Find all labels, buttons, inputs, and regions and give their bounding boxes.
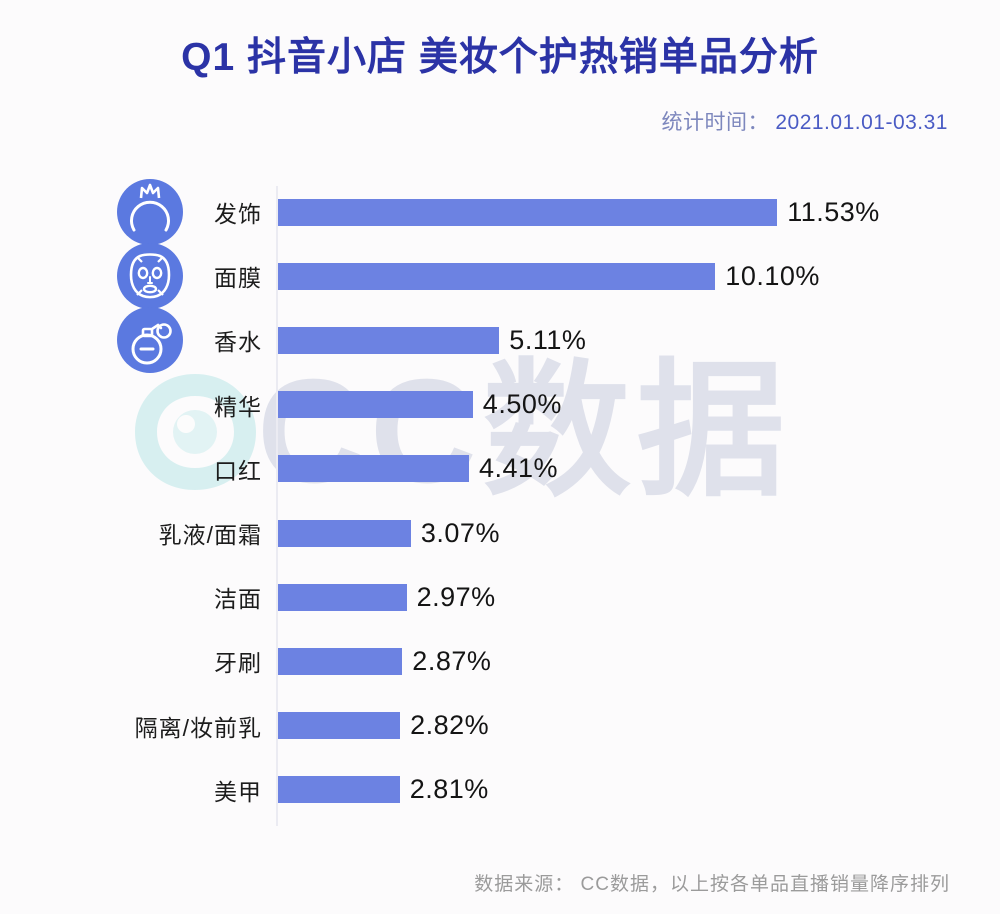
bar [278, 262, 716, 290]
bar [278, 326, 500, 354]
chart-title: Q1 抖音小店 美妆个护热销单品分析 [181, 36, 819, 79]
category-label: 精华 [214, 393, 262, 420]
stat-time-value: 2021.01.01-03.31 [775, 111, 948, 134]
value-label: 2.82% [410, 710, 490, 741]
bar [278, 391, 473, 419]
category-label: 洁面 [214, 586, 262, 613]
chart-row: 牙刷 2.87% [0, 629, 1000, 693]
chart-row: 美甲 2.81% [0, 758, 1000, 822]
chart-rows: 发饰 11.53% 面膜 10.10% 香水 5.11% 精华 4.50% 口红 4.41% 乳液/… [0, 179, 1000, 822]
value-label: 3.07% [420, 517, 500, 548]
bar [278, 712, 401, 740]
hair-accessory-icon [117, 179, 183, 246]
chart-row: 精华 4.50% [0, 373, 1000, 437]
bar-chart: 发饰 11.53% 面膜 10.10% 香水 5.11% 精华 4.50% 口红 4.41% 乳液/… [0, 179, 1000, 826]
category-label: 隔离/妆前乳 [134, 714, 262, 741]
category-label: 面膜 [214, 265, 262, 292]
face-mask-icon [117, 243, 183, 310]
category-label: 香水 [214, 329, 262, 356]
bar [278, 455, 469, 483]
data-source-note: 数据来源： CC数据，以上按各单品直播销量降序排列 [474, 874, 950, 895]
category-label: 乳液/面霜 [158, 522, 262, 549]
chart-row: 口红 4.41% [0, 437, 1000, 501]
bar [278, 519, 411, 547]
bar [278, 583, 407, 611]
chart-row: 香水 5.11% [0, 307, 1000, 374]
axis-line [276, 186, 278, 826]
bar [278, 776, 400, 804]
chart-row: 洁面 2.97% [0, 565, 1000, 629]
value-label: 2.87% [412, 645, 492, 676]
category-label: 牙刷 [214, 650, 262, 677]
category-label: 美甲 [214, 778, 262, 805]
value-label: 4.50% [482, 389, 562, 420]
bar [278, 198, 778, 226]
chart-row: 隔离/妆前乳 2.82% [0, 694, 1000, 758]
chart-row: 面膜 10.10% [0, 243, 1000, 310]
value-label: 5.11% [509, 324, 587, 355]
chart-row: 乳液/面霜 3.07% [0, 501, 1000, 565]
value-label: 4.41% [479, 453, 559, 484]
stat-time-label: 统计时间： [661, 111, 769, 134]
chart-row: 发饰 11.53% [0, 179, 1000, 246]
value-label: 10.10% [725, 260, 820, 291]
category-label: 发饰 [214, 201, 262, 228]
category-label: 口红 [214, 457, 262, 484]
bar [278, 647, 403, 675]
value-label: 2.81% [409, 774, 489, 805]
value-label: 11.53% [787, 196, 880, 227]
value-label: 2.97% [416, 581, 496, 612]
stat-time: 统计时间： 2021.01.01-03.31 [662, 106, 949, 136]
perfume-icon [117, 307, 183, 374]
